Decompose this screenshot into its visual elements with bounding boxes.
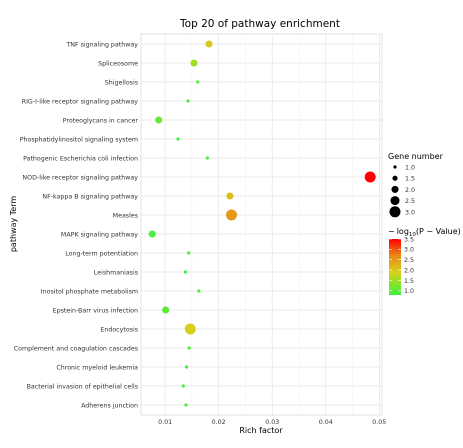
data-point — [205, 156, 210, 160]
y-tick-label: Proteoglycans in cancer — [63, 118, 139, 125]
size-legend: Gene number 1.0 1.5 2.0 2.5 3.0 — [388, 152, 444, 218]
y-tick-label: Spliceosome — [98, 61, 138, 68]
data-point — [187, 251, 191, 255]
data-point — [155, 116, 163, 124]
y-tick-label: MAPK signaling pathway — [61, 232, 138, 239]
size-legend-label: 3.0 — [405, 209, 415, 216]
y-tick-label: Bacterial invasion of epithelial cells — [27, 384, 138, 391]
x-tick-label: 0.03 — [265, 419, 279, 426]
x-tick-label: 0.04 — [319, 419, 333, 426]
size-legend-dot — [390, 196, 400, 206]
color-legend-title: − log10(P − Value) — [388, 227, 461, 238]
color-legend: − log10(P − Value) 3.5 3.0 2.5 2.0 1.5 1.0 — [388, 227, 461, 295]
color-legend-minus: − — [388, 227, 395, 236]
data-points — [148, 40, 376, 407]
grid-lines — [141, 34, 382, 415]
y-tick-label: Long-term potentiation — [65, 251, 138, 258]
x-tick-label: 0.05 — [372, 419, 386, 426]
y-tick-label: NOD-like receptor signaling pathway — [22, 175, 138, 182]
data-point — [205, 40, 213, 48]
data-point — [184, 365, 189, 369]
color-legend-label: 3.0 — [404, 247, 414, 254]
y-tick-label: Pathogenic Escherichia coli infection — [23, 156, 138, 163]
size-legend-label: 2.5 — [405, 198, 415, 205]
size-legend-title: Gene number — [388, 152, 444, 161]
data-point — [196, 80, 200, 84]
color-legend-bar — [389, 239, 401, 295]
color-legend-log: log — [397, 227, 409, 236]
data-point — [183, 270, 188, 274]
data-point — [181, 384, 185, 388]
y-axis-label: pathway Term — [9, 196, 18, 253]
chart-title: Top 20 of pathway enrichment — [179, 18, 340, 30]
x-tick-label: 0.01 — [158, 419, 172, 426]
data-point — [187, 346, 191, 350]
color-legend-label: 2.0 — [404, 267, 414, 274]
y-tick-label: TNF signaling pathway — [65, 42, 138, 49]
size-legend-dot — [389, 206, 401, 218]
y-tick-label: Shigellosis — [105, 80, 138, 87]
data-point — [162, 306, 170, 314]
data-point — [226, 192, 234, 200]
x-tick-label: 0.02 — [212, 419, 226, 426]
y-tick-label: RIG-I-like receptor signaling pathway — [22, 99, 139, 106]
y-tick-label: Adherens junction — [81, 403, 138, 410]
y-axis-ticks: TNF signaling pathway Spliceosome Shigello… — [14, 42, 139, 410]
x-axis-ticks: 0.01 0.02 0.03 0.04 0.05 — [158, 419, 386, 426]
y-tick-label: Epstein-Barr virus infection — [53, 308, 138, 315]
color-legend-label: 1.0 — [404, 288, 414, 295]
y-tick-label: Leishmaniasis — [94, 270, 138, 277]
color-legend-rest: (P − Value) — [416, 227, 461, 236]
y-tick-label: Endocytosis — [100, 327, 138, 334]
data-point — [184, 403, 188, 407]
size-legend-dot — [392, 175, 398, 181]
y-tick-label: NF-kappa B signaling pathway — [42, 194, 138, 201]
data-point — [184, 323, 196, 335]
size-legend-label: 1.5 — [405, 176, 415, 183]
size-legend-label: 1.0 — [405, 165, 415, 172]
color-legend-label: 1.5 — [404, 278, 414, 285]
x-axis-label: Rich factor — [239, 426, 283, 435]
color-legend-label: 3.5 — [404, 236, 414, 243]
y-tick-label: Phosphatidylinositol signaling system — [20, 137, 138, 144]
y-tick-label: Measles — [113, 213, 138, 220]
color-legend-sub: 10 — [409, 232, 416, 238]
y-tick-label: Chronic myeloid leukemia — [56, 365, 138, 372]
color-legend-label: 2.5 — [404, 257, 414, 264]
plot-panel — [140, 33, 383, 416]
data-point — [190, 59, 198, 67]
data-point — [148, 230, 156, 238]
size-legend-dot — [391, 185, 399, 193]
data-point — [364, 171, 376, 183]
data-point — [186, 99, 190, 103]
y-tick-label: Inositol phosphate metabolism — [41, 289, 138, 296]
y-tick-label: Complement and coagulation cascades — [14, 346, 138, 353]
size-legend-label: 2.0 — [405, 187, 415, 194]
data-point — [176, 137, 180, 141]
data-point — [226, 209, 238, 221]
size-legend-dot — [393, 165, 397, 169]
data-point — [197, 289, 201, 293]
